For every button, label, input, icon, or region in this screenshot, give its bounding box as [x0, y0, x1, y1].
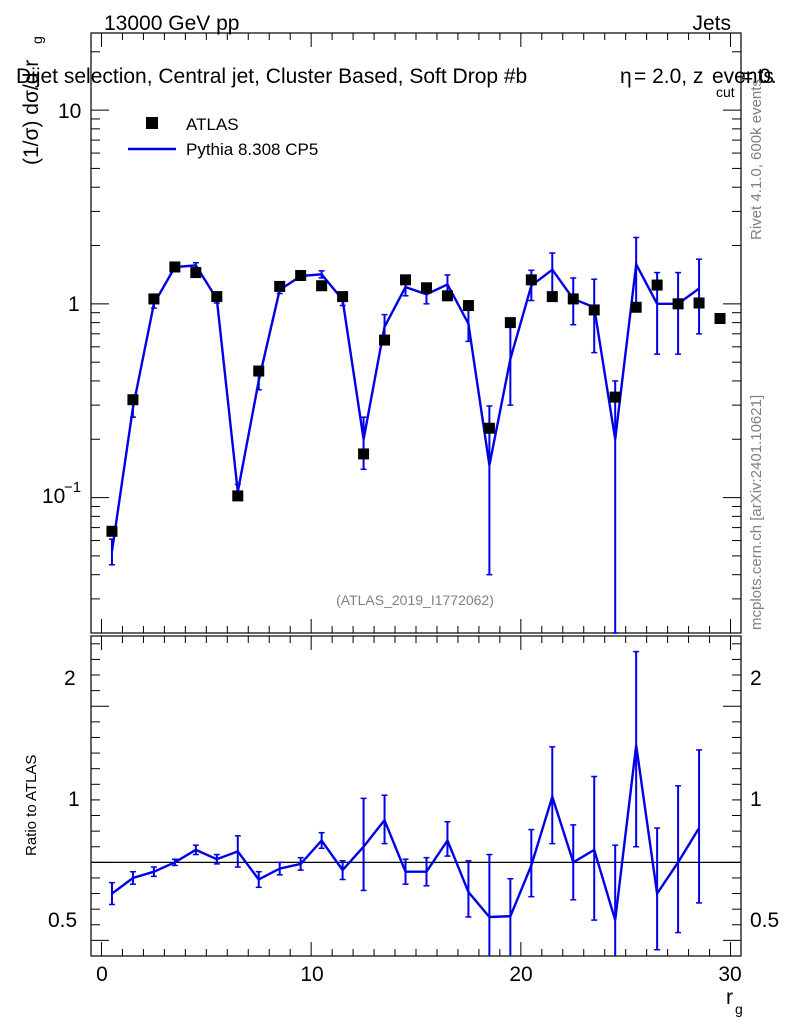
atlas-data-point: [588, 304, 600, 316]
ytick-label-1: 1: [68, 293, 80, 316]
ratio-ytick-label-0.5-right: 0.5: [750, 909, 779, 932]
ratio-ytick-label-0.5-left: 0.5: [48, 909, 77, 932]
ytick-label-10: 10: [58, 100, 81, 123]
atlas-data-point: [295, 270, 307, 282]
atlas-data-point: [148, 293, 160, 305]
xtick-label-0: 0: [96, 963, 108, 986]
atlas-data-point: [106, 525, 118, 537]
title-part-zcut: = 0.: [741, 65, 777, 88]
ytick-label-0.1-exponent: −1: [64, 479, 81, 496]
main-ylabel-subscript: g: [29, 36, 45, 44]
atlas-data-point: [672, 298, 684, 310]
atlas-data-point: [274, 280, 286, 292]
xtick-label-30: 30: [718, 963, 741, 986]
atlas-data-point: [127, 394, 139, 406]
mcplots-label: mcplots.cern.ch [arXiv:2401.10621]: [748, 395, 765, 630]
ratio-line: [111, 745, 701, 921]
legend-marker-atlas: [146, 117, 158, 129]
atlas-data-point: [190, 267, 202, 279]
rivet-label: Rivet 4.1.0, 600k events: [748, 79, 765, 240]
atlas-data-point: [232, 490, 244, 502]
atlas-data-point: [337, 291, 349, 303]
atlas-data-point: [169, 261, 181, 273]
atlas-data-point: [651, 279, 663, 291]
atlas-data-point: [567, 293, 579, 305]
main-ylabel: (1/σ) dσ/d r: [20, 60, 43, 165]
atlas-data-point: [609, 391, 621, 403]
atlas-data-point: [441, 290, 453, 302]
analysis-id: (ATLAS_2019_I1772062): [336, 592, 494, 608]
ratio-xlabel: r: [726, 986, 733, 1009]
atlas-data-point: [525, 274, 537, 286]
atlas-data-point: [316, 280, 328, 292]
main-axis-ticks: [91, 33, 741, 634]
legend-label-pythia: Pythia 8.308 CP5: [186, 140, 318, 159]
title-part-eta: η: [620, 65, 632, 88]
ratio-ytick-label-2-right: 2: [750, 667, 762, 690]
atlas-data-point: [211, 291, 223, 303]
ratio-ylabel: Ratio to ATLAS: [23, 755, 40, 856]
atlas-data-point: [714, 313, 726, 325]
ratio-ytick-label-1-left: 1: [68, 788, 80, 811]
atlas-data-point: [462, 300, 474, 312]
ratio-axis-ticks: [91, 636, 741, 957]
atlas-data-point: [546, 291, 558, 303]
ytick-label-0.1-base: 10: [42, 485, 65, 508]
atlas-data-point: [630, 301, 642, 313]
ratio-ytick-label-1-right: 1: [750, 788, 762, 811]
atlas-data-point: [358, 448, 370, 460]
atlas-data-point: [504, 317, 516, 329]
title-subscript-cut: cut: [716, 84, 735, 100]
atlas-data-point: [379, 334, 391, 346]
title-part-events: events: [712, 65, 774, 88]
process-label: Jets: [692, 12, 731, 35]
atlas-data-point: [483, 422, 495, 434]
mc-line: [110, 260, 700, 552]
legend-label-atlas: ATLAS: [186, 115, 239, 134]
atlas-data-point: [400, 274, 412, 286]
ratio-plot-area: [91, 650, 741, 956]
atlas-data-point: [420, 282, 432, 294]
energy-label: 13000 GeV pp: [104, 12, 239, 35]
ratio-ytick-label-2-left: 2: [64, 667, 76, 690]
xtick-label-20: 20: [509, 963, 532, 986]
atlas-data-point: [253, 365, 265, 377]
xtick-label-10: 10: [300, 963, 323, 986]
title-part-beta: = 2.0, z: [634, 65, 703, 88]
plot-title: Dijet selection, Central jet, Cluster Ba…: [16, 65, 527, 88]
ratio-xlabel-subscript: g: [735, 1001, 743, 1017]
main-plot-area: [106, 236, 726, 634]
atlas-data-point: [693, 297, 705, 309]
